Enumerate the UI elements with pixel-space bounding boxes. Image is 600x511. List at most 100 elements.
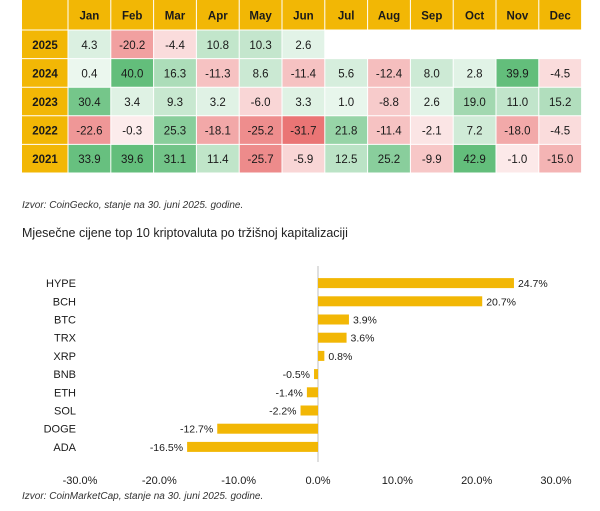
- bar-value-label: 24.7%: [518, 278, 548, 290]
- year-label: 2022: [32, 126, 58, 138]
- heatmap-cell: [282, 87, 325, 116]
- heatmap-cell-value: 5.6: [338, 68, 354, 80]
- heatmap-year-column: [22, 30, 68, 173]
- heatmap-cell: [324, 115, 368, 145]
- heatmap-cell: [496, 30, 539, 59]
- bar-value-label: -12.7%: [180, 424, 213, 436]
- heatmap-cell-value: -15.0: [547, 154, 573, 166]
- bar-bch: [318, 296, 483, 307]
- heatmap-cell-value: 19.0: [463, 97, 485, 109]
- category-label: ETH: [54, 387, 76, 399]
- heatmap-cell: [153, 115, 197, 145]
- heatmap-cell: [68, 144, 111, 173]
- heatmap-cell-value: 42.9: [463, 154, 485, 166]
- heatmap-cell: [153, 87, 197, 116]
- heatmap-cell: [496, 144, 539, 173]
- heatmap-cell-value: 8.6: [253, 68, 269, 80]
- heatmap-cell: [282, 58, 325, 88]
- heatmap-cell-value: 10.3: [249, 40, 271, 52]
- heatmap-cell-value: 31.1: [164, 154, 186, 166]
- bar-trx: [318, 332, 347, 343]
- heatmap-cell: [496, 115, 539, 145]
- heatmap-cell: [367, 144, 411, 173]
- heatmap-cell: [324, 58, 368, 88]
- heatmap-cell: [282, 30, 325, 59]
- bar-bnb: [314, 369, 318, 380]
- heatmap-cell: [538, 144, 582, 173]
- heatmap-cell: [453, 115, 496, 145]
- heatmap-cell-value: 0.4: [81, 68, 98, 80]
- heatmap-cell: [367, 115, 411, 145]
- month-header: Jul: [338, 11, 355, 23]
- heatmap-cell: [239, 58, 282, 88]
- category-label: DOGE: [44, 424, 76, 436]
- x-tick-label: 20.0%: [461, 475, 492, 484]
- heatmap-cell: [496, 87, 539, 116]
- month-header: Jan: [79, 11, 99, 23]
- heatmap-cell-value: -25.7: [247, 154, 273, 166]
- bar-chart-title: Mjesečne cijene top 10 kriptovaluta po t…: [22, 226, 348, 240]
- heatmap-cell-value: 2.8: [467, 68, 483, 80]
- heatmap-cell-value: -18.0: [504, 126, 530, 138]
- heatmap-cell: [110, 144, 154, 173]
- heatmap-cell-value: -25.2: [247, 126, 273, 138]
- bar-value-label: -16.5%: [150, 442, 183, 454]
- heatmap-cell-value: -2.1: [422, 126, 442, 138]
- heatmap-source-note: Izvor: CoinGecko, stanje na 30. juni 202…: [22, 200, 244, 211]
- heatmap-cell: [538, 30, 582, 59]
- heatmap-cell-value: -5.9: [293, 154, 313, 166]
- heatmap-cell-value: -8.8: [379, 97, 399, 109]
- year-label: 2025: [32, 40, 58, 52]
- heatmap-cell: [68, 30, 111, 59]
- heatmap-cell-value: 9.3: [167, 97, 183, 109]
- bar-value-label: 20.7%: [486, 296, 516, 308]
- x-tick-label: 10.0%: [382, 475, 413, 484]
- heatmap-cell: [153, 30, 197, 59]
- heatmap-cell-value: 2.6: [424, 97, 440, 109]
- category-label: BNB: [53, 369, 76, 381]
- heatmap-cell: [153, 58, 197, 88]
- heatmap-cell: [196, 115, 240, 145]
- bar-doge: [217, 423, 318, 434]
- category-label: TRX: [54, 333, 77, 345]
- heatmap-cell-value: -20.2: [119, 40, 145, 52]
- heatmap-cell: [324, 87, 368, 116]
- heatmap-cell-value: 10.8: [207, 40, 229, 52]
- x-tick-label: -20.0%: [142, 475, 177, 484]
- month-header: Nov: [507, 11, 529, 23]
- heatmap-cell-value: -18.1: [205, 126, 231, 138]
- heatmap-cell-value: 3.3: [295, 97, 311, 109]
- heatmap-cell: [453, 87, 496, 116]
- category-label: BCH: [53, 296, 76, 308]
- heatmap-cell: [453, 58, 496, 88]
- heatmap-cell: [239, 115, 282, 145]
- heatmap-cell: [282, 144, 325, 173]
- heatmap-cell-value: -11.4: [376, 126, 402, 138]
- heatmap-cell-value: 33.9: [78, 154, 100, 166]
- heatmap-cell-value: -9.9: [422, 154, 442, 166]
- year-label: 2023: [32, 97, 58, 109]
- heatmap-cell-value: -4.5: [550, 126, 570, 138]
- x-tick-label: -10.0%: [221, 475, 256, 484]
- heatmap-cell-value: 4.3: [81, 40, 97, 52]
- heatmap-cell: [324, 144, 368, 173]
- month-header: Jun: [293, 11, 313, 23]
- bar-value-label: -0.5%: [283, 369, 310, 381]
- bar-value-label: 0.8%: [328, 351, 352, 363]
- month-header: Apr: [208, 11, 228, 23]
- heatmap-cell-value: 3.2: [210, 97, 226, 109]
- heatmap-cell: [110, 58, 154, 88]
- bar-xrp: [318, 350, 325, 361]
- heatmap-cell-value: -0.3: [122, 126, 142, 138]
- heatmap-cell: [324, 30, 368, 59]
- month-header: Oct: [465, 11, 484, 23]
- month-header: Mar: [165, 11, 186, 23]
- heatmap-cell: [453, 30, 496, 59]
- heatmap-header-row: [22, 0, 582, 30]
- heatmap-cell-value: -11.3: [205, 68, 230, 80]
- heatmap-cell-value: -11.4: [291, 68, 317, 80]
- heatmap-cell: [110, 30, 154, 59]
- heatmap-cell-value: 2.6: [295, 40, 311, 52]
- category-label: BTC: [54, 315, 76, 327]
- heatmap-cell-value: -31.7: [290, 126, 316, 138]
